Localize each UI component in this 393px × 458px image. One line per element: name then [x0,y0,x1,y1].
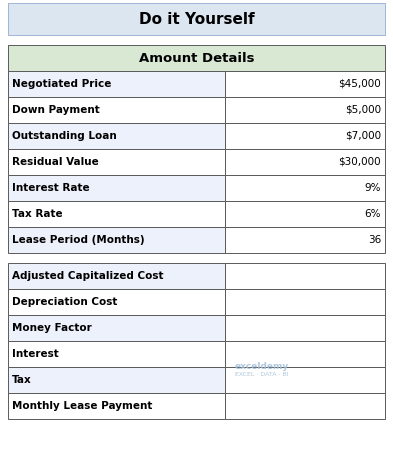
FancyBboxPatch shape [225,97,385,123]
FancyBboxPatch shape [225,289,385,315]
Text: $7,000: $7,000 [345,131,381,141]
FancyBboxPatch shape [8,227,225,253]
FancyBboxPatch shape [8,201,225,227]
FancyBboxPatch shape [225,263,385,289]
FancyBboxPatch shape [225,227,385,253]
Text: Interest: Interest [12,349,59,359]
FancyBboxPatch shape [225,123,385,149]
FancyBboxPatch shape [8,45,385,71]
Text: Outstanding Loan: Outstanding Loan [12,131,117,141]
FancyBboxPatch shape [225,341,385,367]
Text: Depreciation Cost: Depreciation Cost [12,297,118,307]
FancyBboxPatch shape [8,175,225,201]
FancyBboxPatch shape [8,3,385,35]
FancyBboxPatch shape [8,97,225,123]
Text: 9%: 9% [364,183,381,193]
Text: Do it Yourself: Do it Yourself [139,11,254,27]
FancyBboxPatch shape [8,263,225,289]
Text: 36: 36 [368,235,381,245]
FancyBboxPatch shape [225,201,385,227]
Text: EXCEL · DATA · BI: EXCEL · DATA · BI [235,372,288,376]
Text: Monthly Lease Payment: Monthly Lease Payment [12,401,152,411]
FancyBboxPatch shape [225,315,385,341]
Text: 6%: 6% [364,209,381,219]
Text: $30,000: $30,000 [338,157,381,167]
Text: Lease Period (Months): Lease Period (Months) [12,235,145,245]
Text: Tax: Tax [12,375,32,385]
FancyBboxPatch shape [8,71,225,97]
Text: Adjusted Capitalized Cost: Adjusted Capitalized Cost [12,271,163,281]
FancyBboxPatch shape [8,393,225,419]
FancyBboxPatch shape [8,289,225,315]
FancyBboxPatch shape [8,123,225,149]
FancyBboxPatch shape [8,367,225,393]
Text: Negotiated Price: Negotiated Price [12,79,111,89]
Text: Residual Value: Residual Value [12,157,99,167]
FancyBboxPatch shape [225,175,385,201]
FancyBboxPatch shape [8,315,225,341]
Text: exceldemy: exceldemy [235,362,289,371]
Text: Amount Details: Amount Details [139,51,254,65]
Text: Tax Rate: Tax Rate [12,209,62,219]
FancyBboxPatch shape [225,393,385,419]
FancyBboxPatch shape [8,149,225,175]
FancyBboxPatch shape [225,149,385,175]
FancyBboxPatch shape [8,341,225,367]
Text: Money Factor: Money Factor [12,323,92,333]
Text: $5,000: $5,000 [345,105,381,115]
Text: Interest Rate: Interest Rate [12,183,90,193]
FancyBboxPatch shape [225,367,385,393]
Text: Down Payment: Down Payment [12,105,100,115]
Text: $45,000: $45,000 [338,79,381,89]
FancyBboxPatch shape [225,71,385,97]
